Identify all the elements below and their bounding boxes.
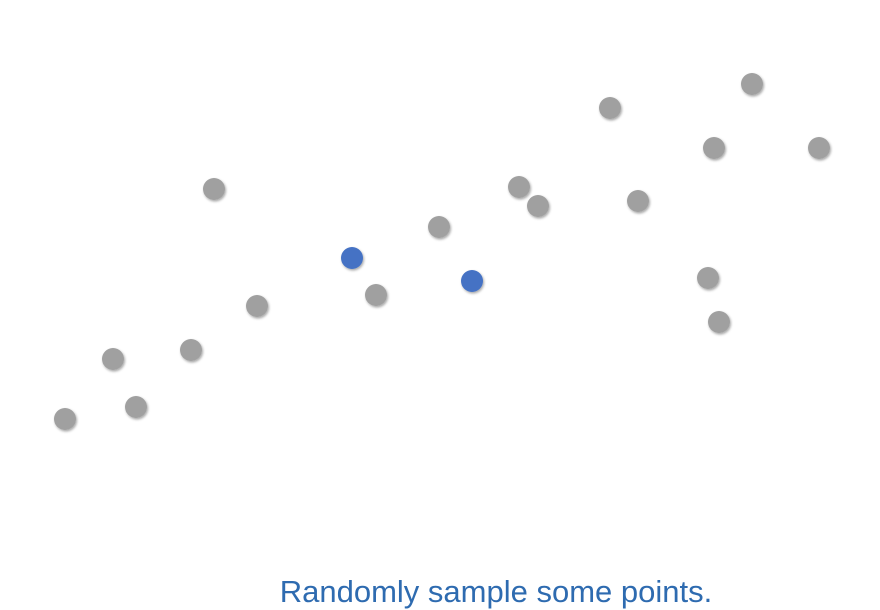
data-point bbox=[365, 284, 387, 306]
data-point bbox=[708, 311, 730, 333]
data-point bbox=[203, 178, 225, 200]
data-point bbox=[508, 176, 530, 198]
points-layer bbox=[54, 73, 830, 430]
data-point bbox=[428, 216, 450, 238]
data-point bbox=[697, 267, 719, 289]
data-point bbox=[703, 137, 725, 159]
data-point bbox=[54, 408, 76, 430]
data-point bbox=[180, 339, 202, 361]
data-point bbox=[527, 195, 549, 217]
data-point bbox=[125, 396, 147, 418]
data-point bbox=[808, 137, 830, 159]
data-point bbox=[627, 190, 649, 212]
data-point bbox=[599, 97, 621, 119]
data-point bbox=[741, 73, 763, 95]
sampled-point bbox=[461, 270, 483, 292]
data-point bbox=[102, 348, 124, 370]
sampled-point bbox=[341, 247, 363, 269]
data-point bbox=[246, 295, 268, 317]
caption: Randomly sample some points. bbox=[279, 574, 713, 609]
